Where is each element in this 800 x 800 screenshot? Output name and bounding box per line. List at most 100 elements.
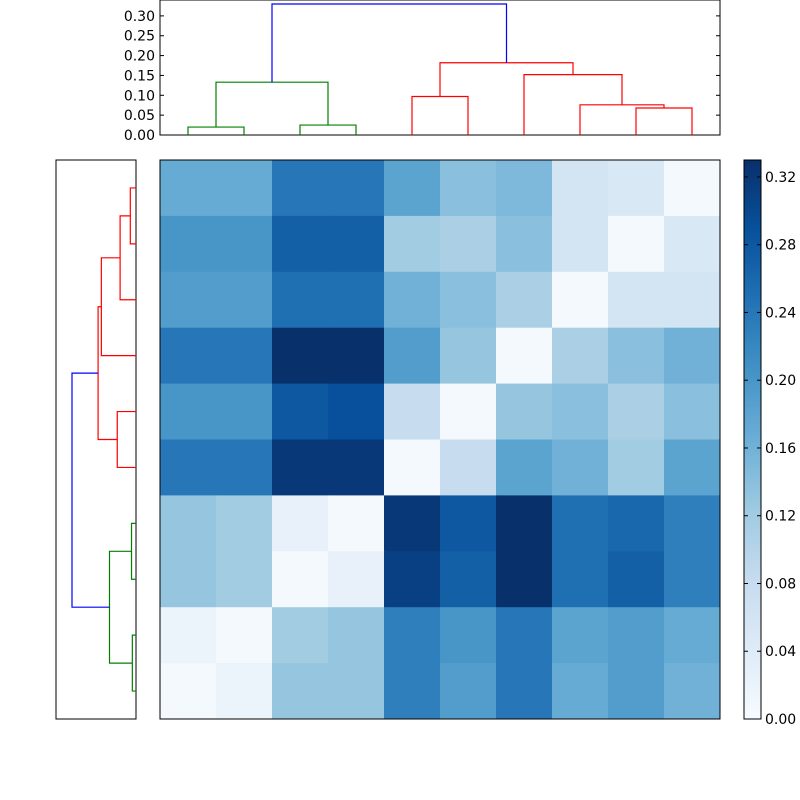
heatmap-cell [664,327,721,385]
top-dendrogram-ytick-label: 0.15 [124,68,155,84]
heatmap-cell [160,160,217,217]
top-dendrogram-ytick-label: 0.00 [124,128,155,144]
heatmap-cell [608,495,665,552]
colorbar-tick-label: 0.08 [765,576,796,592]
heatmap-frame [159,159,721,720]
heatmap-cell [328,495,385,552]
left-dendrogram-link-0 [129,187,136,245]
heatmap-cell [440,160,497,217]
heatmap-cell [664,495,721,552]
heatmap-cell [608,607,665,664]
colorbar-tick-label: 0.32 [765,170,796,186]
left-dendrogram-link-7 [108,550,133,664]
heatmap-cell [496,663,553,720]
heatmap-cell [384,607,441,664]
left-dendrogram-frame [55,159,137,720]
heatmap-cell [496,439,553,496]
heatmap-cell [384,215,441,273]
heatmap-cell [216,327,273,385]
heatmap-cell [608,383,665,440]
colorbar-ticks: 0.00 0.04 0.08 0.12 0.16 0.20 0.24 0.28 0.32 [744,170,796,728]
colorbar-tick-label: 0.28 [765,238,796,254]
left-dendrogram-link-4 [97,306,118,441]
top-dendrogram-link-0 [187,126,245,135]
top-dendrogram-link-7 [439,62,574,97]
heatmap-cell [608,327,665,385]
heatmap-cell [384,551,441,608]
top-dendrogram-link-4 [635,107,693,135]
heatmap-cell [496,215,553,273]
heatmap-cell [496,160,553,217]
heatmap-cell [272,607,329,664]
heatmap-cell [328,271,385,329]
heatmap-cell [384,439,441,496]
heatmap-cell [216,663,273,720]
heatmap-cell [440,551,497,608]
heatmap-cell [664,271,721,329]
heatmap-cell [664,607,721,664]
colorbar-tick-label: 0.24 [765,305,796,321]
heatmap-cell [160,215,217,273]
heatmap-cell [496,271,553,329]
heatmap-cell [160,495,217,552]
heatmap-cell [496,607,553,664]
heatmap-cells [160,160,721,720]
heatmap-cell [440,607,497,664]
heatmap-cell [272,551,329,608]
top-dendrogram-ytick-label: 0.05 [124,108,155,124]
heatmap-cell [272,271,329,329]
heatmap-cell [552,327,609,385]
top-dendrogram-y-axis: 0.00 0.05 0.10 0.15 0.20 0.25 0.30 [124,9,720,144]
left-dendrogram-link-1 [119,215,136,301]
heatmap-cell [608,663,665,720]
heatmap-cell [552,271,609,329]
heatmap-cell [272,439,329,496]
colorbar: 0.00 0.04 0.08 0.12 0.16 0.20 0.24 0.28 0.32 [743,159,796,728]
heatmap-cell [328,160,385,217]
heatmap-cell [272,495,329,552]
heatmap-cell [608,271,665,329]
left-dendrogram-link-8 [71,372,110,608]
heatmap-cell [384,383,441,440]
heatmap-cell [328,607,385,664]
heatmap-cell [328,383,385,440]
heatmap-cell [664,215,721,273]
heatmap-cell [328,663,385,720]
heatmap-cell [272,327,329,385]
left-dendrogram [55,159,137,720]
top-dendrogram-link-6 [523,74,623,135]
heatmap-cell [160,551,217,608]
heatmap-cell [216,383,273,440]
heatmap-cell [328,551,385,608]
heatmap-cell [216,439,273,496]
heatmap-cell [552,160,609,217]
heatmap-cell [328,327,385,385]
top-dendrogram-link-5 [579,104,665,135]
heatmap-cell [440,271,497,329]
heatmap-cell [496,383,553,440]
heatmap-cell [272,383,329,440]
heatmap-cell [328,215,385,273]
heatmap-cell [552,383,609,440]
heatmap-cell [664,551,721,608]
heatmap-cell [496,495,553,552]
top-dendrogram: 0.00 0.05 0.10 0.15 0.20 0.25 0.30 [124,0,721,144]
heatmap-cell [272,663,329,720]
heatmap-cell [496,551,553,608]
left-dendrogram-link-6 [131,634,136,692]
heatmap-cell [664,383,721,440]
heatmap-cell [608,439,665,496]
left-dendrogram-link-2 [100,257,136,357]
top-dendrogram-link-2 [215,81,329,128]
heatmap-cell [552,551,609,608]
colorbar-tick-label: 0.00 [765,712,796,728]
colorbar-tick-label: 0.20 [765,373,796,389]
heatmap-cell [160,271,217,329]
heatmap-cell [216,495,273,552]
heatmap-cell [384,327,441,385]
heatmap-cell [440,383,497,440]
top-dendrogram-ytick-label: 0.25 [124,29,155,45]
heatmap-cell [608,551,665,608]
top-dendrogram-link-1 [299,124,357,135]
